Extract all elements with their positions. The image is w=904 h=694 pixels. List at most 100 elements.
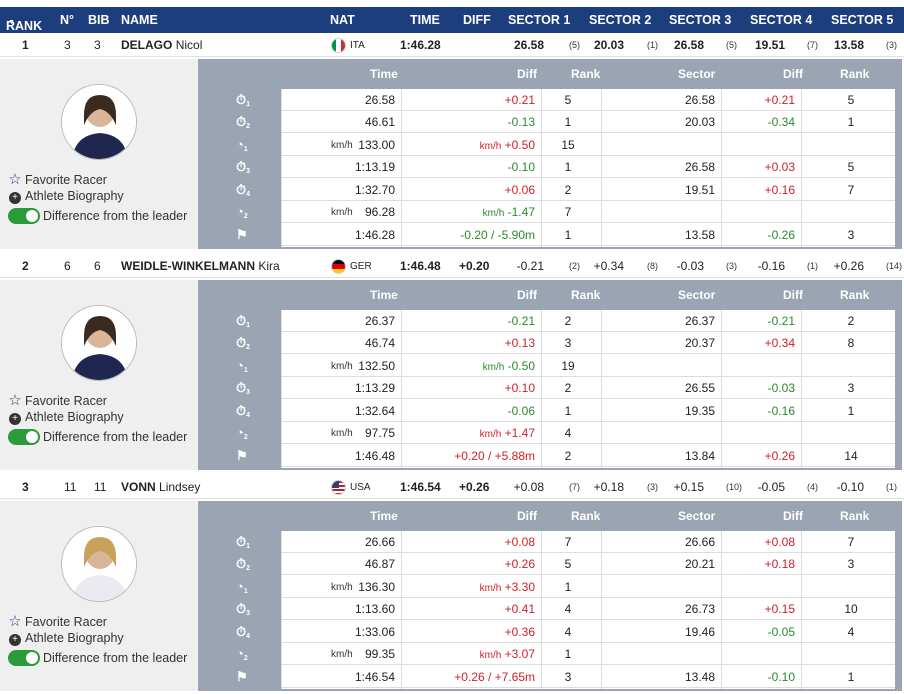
sector-value: +0.15 [673, 480, 704, 494]
name-column-header: NAME [121, 13, 158, 27]
difference-from-leader-toggle[interactable]: Difference from the leader [8, 208, 187, 224]
athlete-biography-link[interactable]: + Athlete Biography [8, 631, 124, 646]
sector-rank: (2) [569, 261, 580, 271]
sector-rank: (14) [886, 261, 903, 271]
split-row: 1:46.54 +0.26 / +7.65m 3 13.48 -0.10 1 [281, 666, 895, 688]
split-times-panel: Time Diff Rank Sector Diff Rank 26.66 +0.08 7 26… [198, 501, 902, 691]
stopwatch-icon: ⏱3 [236, 380, 251, 396]
column-divider [721, 531, 722, 689]
sector-rank: 1 [847, 670, 855, 684]
sector-diff-header: Diff [783, 509, 803, 523]
sector-time: 26.66 [684, 535, 715, 549]
sector-value: -0.05 [757, 480, 785, 494]
toggle-switch[interactable] [8, 650, 40, 666]
split-rank: 2 [564, 449, 572, 463]
sector-diff: +0.16 [764, 183, 795, 197]
bib-cell: 3 [94, 38, 101, 52]
split-diff: +0.26 [504, 557, 535, 571]
athlete-row[interactable]: 2 6 6 WEIDLE-WINKELMANN Kira GER 1:46.48 +0.20… [0, 254, 904, 278]
stopwatch-icon: ⏱4 [236, 182, 251, 198]
athlete-profile: ☆ Favorite Racer + Athlete Biography Differe… [0, 501, 198, 691]
start-no-cell: 6 [64, 259, 71, 273]
speedometer-icon: ◔2 [236, 425, 248, 441]
sector-diff: -0.21 [767, 314, 795, 328]
speedometer-icon: ◔1 [236, 137, 248, 153]
sector-rank-header: Rank [840, 67, 870, 81]
stopwatch-icon: ⏱4 [236, 403, 251, 419]
toggle-switch[interactable] [8, 208, 40, 224]
no-column-header: N° [60, 13, 75, 27]
sector-value: 19.51 [754, 38, 785, 52]
difference-from-leader-toggle[interactable]: Difference from the leader [8, 429, 187, 445]
nation-code: ITA [350, 40, 365, 51]
athlete-row[interactable]: 1 3 3 DELAGO Nicol ITA 1:46.28 26.58 (5) 20.03 (1… [0, 33, 904, 57]
sector-rank: (8) [647, 261, 658, 271]
column-divider [401, 89, 402, 247]
athlete-photo [61, 84, 137, 160]
stopwatch-icon: ⏱2 [236, 114, 251, 130]
difference-from-leader-toggle[interactable]: Difference from the leader [8, 650, 187, 666]
split-diff: km/h +3.30 [479, 580, 535, 594]
sector-value: 26.58 [673, 38, 704, 52]
favorite-racer-link[interactable]: ☆ Favorite Racer [8, 392, 107, 409]
sector-time: 26.58 [684, 160, 715, 174]
speed-unit: km/h [331, 140, 353, 151]
sector-rank: (7) [569, 482, 580, 492]
split-rank: 4 [564, 625, 572, 639]
split-row: km/h 96.28 km/h -1.47 7 [281, 201, 895, 223]
rank-header: Rank [571, 67, 601, 81]
split-time: 46.61 [364, 115, 395, 129]
split-row: 1:13.19 -0.10 1 26.58 +0.03 5 [281, 156, 895, 178]
split-times-table: 26.66 +0.08 7 26.66 +0.08 7 46.87 +0.26 5 20.21… [281, 531, 895, 689]
split-time: 46.87 [364, 557, 395, 571]
split-times-table: 26.58 +0.21 5 26.58 +0.21 5 46.61 -0.13 1 20.03… [281, 89, 895, 247]
sector5-column-header: SECTOR 5 [831, 13, 894, 27]
split-rank: 1 [564, 580, 572, 594]
column-divider [541, 310, 542, 468]
column-divider [401, 531, 402, 689]
column-divider [721, 89, 722, 247]
finish-flag-icon: ⚑ [236, 227, 248, 242]
total-time: 1:46.54 [400, 480, 441, 494]
split-rank: 7 [564, 205, 572, 219]
sector-rank: (10) [726, 482, 743, 492]
athlete-name[interactable]: WEIDLE-WINKELMANN Kira [121, 259, 280, 273]
sector-rank: (3) [886, 40, 897, 50]
total-time: 1:46.28 [400, 38, 441, 52]
sector-rank-header: Rank [840, 509, 870, 523]
sector-rank-header: Rank [840, 288, 870, 302]
sector-diff: +0.21 [764, 93, 795, 107]
favorite-racer-link[interactable]: ☆ Favorite Racer [8, 613, 107, 630]
sector-rank: 14 [844, 449, 858, 463]
athlete-row[interactable]: 3 11 11 VONN Lindsey USA 1:46.54 +0.26 +0.08 (7)… [0, 475, 904, 499]
sector-rank: 1 [847, 404, 855, 418]
split-diff: km/h +3.07 [479, 647, 535, 661]
flag-icon [331, 38, 346, 53]
athlete-name[interactable]: VONN Lindsey [121, 480, 201, 494]
total-time: 1:46.48 [400, 259, 441, 273]
sector-diff: +0.08 [764, 535, 795, 549]
sector-rank: (1) [886, 482, 897, 492]
split-row: km/h 136.30 km/h +3.30 1 [281, 576, 895, 598]
split-time: 26.58 [364, 93, 395, 107]
bib-column-header: BIB [88, 13, 110, 27]
speedometer-icon: ◔2 [236, 204, 248, 220]
athlete-name[interactable]: DELAGO Nicol [121, 38, 203, 52]
diff-header: Diff [517, 509, 537, 523]
sector3-column-header: SECTOR 3 [669, 13, 732, 27]
split-row: 46.87 +0.26 5 20.21 +0.18 3 [281, 553, 895, 575]
sector-rank: 10 [844, 602, 858, 616]
nat-column-header: NAT [330, 13, 355, 27]
favorite-racer-link[interactable]: ☆ Favorite Racer [8, 171, 107, 188]
sector-time: 26.37 [684, 314, 715, 328]
split-time: 96.28 [364, 205, 395, 219]
athlete-biography-link[interactable]: + Athlete Biography [8, 410, 124, 425]
column-divider [401, 310, 402, 468]
stopwatch-icon: ⏱1 [236, 534, 251, 550]
split-diff: +0.21 [504, 93, 535, 107]
sector-rank: 7 [847, 535, 855, 549]
athlete-biography-link[interactable]: + Athlete Biography [8, 189, 124, 204]
sector-rank: (4) [807, 482, 818, 492]
split-rank: 1 [564, 404, 572, 418]
toggle-switch[interactable] [8, 429, 40, 445]
